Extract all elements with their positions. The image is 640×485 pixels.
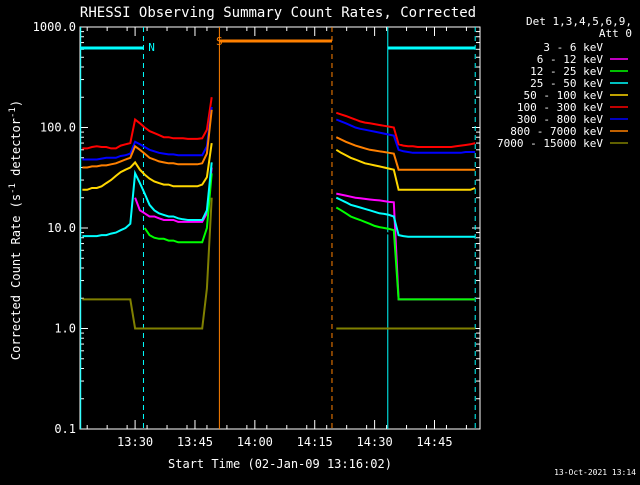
series-line-3-seg-0 — [82, 162, 213, 238]
footer-date: 13-Oct-2021 13:14 — [554, 468, 636, 477]
legend-label: 800 - 7000 keV — [510, 125, 603, 138]
plot-layer: 0.1 1.0 10.0 100.0 1000.0 13:30 13:45 14:00 14:1… — [33, 20, 481, 449]
legend-header-line2: Att 0 — [599, 27, 632, 40]
x-tick-label: 14:30 — [357, 435, 393, 449]
series-line-7-seg-1 — [335, 136, 476, 171]
x-tick-label: 14:45 — [416, 435, 452, 449]
x-tick-label: 14:15 — [297, 435, 333, 449]
series-line-8-seg-0 — [82, 197, 213, 330]
y-axis-label-end: ) — [9, 100, 23, 107]
legend-label: 7000 - 15000 keV — [497, 137, 603, 150]
series-line-3-seg-1 — [335, 196, 476, 238]
saa-label: S — [216, 35, 223, 48]
series-line-4-seg-0 — [82, 142, 213, 191]
y-tick-label: 100.0 — [40, 121, 76, 135]
series-line-6-seg-1 — [335, 118, 476, 154]
series-line-7-seg-0 — [82, 109, 213, 169]
series-line-2-seg-0 — [143, 173, 213, 244]
y-tick-label: 1000.0 — [33, 20, 76, 34]
series-line-6-seg-0 — [82, 106, 213, 161]
night-label: N — [148, 41, 155, 54]
y-axis-label: Corrected Count Rate (s-1 detector-1) — [8, 100, 23, 360]
series-line-5-seg-1 — [335, 111, 476, 148]
legend-label: 3 - 6 keV — [543, 41, 603, 54]
legend-label: 100 - 300 keV — [517, 101, 603, 114]
legend-label: 25 - 50 keV — [530, 77, 603, 90]
series-line-0-seg-0 — [143, 179, 213, 258]
x-axis-label: Start Time (02-Jan-09 13:16:02) — [168, 457, 392, 471]
y-axis-label-sup2: -1 — [8, 107, 18, 118]
legend-label: 12 - 25 keV — [530, 65, 603, 78]
series-line-0-seg-1 — [335, 210, 395, 237]
x-tick-label: 14:00 — [237, 435, 273, 449]
y-tick-label: 1.0 — [54, 322, 76, 336]
y-axis-label-mid: detector — [9, 118, 23, 183]
x-tick-label: 13:30 — [117, 435, 153, 449]
x-tick-label: 13:45 — [177, 435, 213, 449]
legend-label: 50 - 100 keV — [524, 89, 604, 102]
y-tick-label: 10.0 — [47, 221, 76, 235]
series-line-1-seg-0 — [134, 167, 213, 223]
legend-label: 300 - 800 keV — [517, 113, 603, 126]
y-axis-label-main: Corrected Count Rate (s — [9, 194, 23, 360]
legend-header-line1: Det 1,3,4,5,6,9, — [526, 15, 632, 28]
legend-label: 6 - 12 keV — [537, 53, 604, 66]
y-axis-label-sup1: -1 — [8, 183, 18, 194]
series-line-2-seg-1 — [335, 206, 476, 301]
series-line-4-seg-1 — [335, 148, 476, 191]
y-tick-label: 0.1 — [54, 422, 76, 436]
svg-text:Corrected Count Rate (s-1 dete: Corrected Count Rate (s-1 detector-1) — [8, 100, 23, 360]
series-line-5-seg-0 — [82, 97, 213, 150]
chart-title: RHESSI Observing Summary Count Rates, Co… — [80, 5, 476, 21]
